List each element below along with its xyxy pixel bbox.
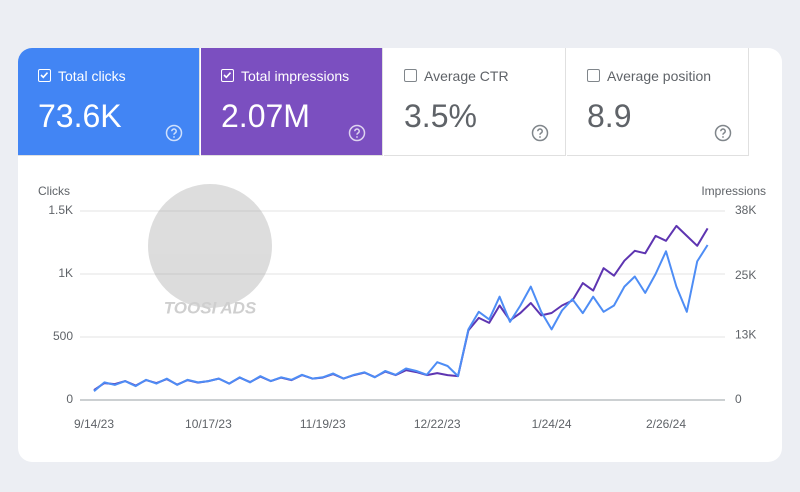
checkbox[interactable] <box>221 69 234 82</box>
watermark-text: TOOSI ADS <box>164 298 257 317</box>
x-tick-label: 2/26/24 <box>646 417 686 431</box>
metric-card[interactable]: Total impressions 2.07M <box>201 48 383 156</box>
x-tick-label: 1/24/24 <box>532 417 572 431</box>
metric-card[interactable]: Average position 8.9 <box>567 48 749 156</box>
card-value: 2.07M <box>221 98 310 134</box>
card-title: Average position <box>607 68 712 84</box>
y2-tick-label: 13K <box>735 328 756 342</box>
checkbox[interactable] <box>38 69 51 82</box>
x-tick-label: 11/19/23 <box>300 417 346 431</box>
metric-card[interactable]: Total clicks 73.6K <box>18 48 200 156</box>
checkbox[interactable] <box>404 69 417 82</box>
y-axis-label: Clicks <box>38 184 70 198</box>
help-icon <box>714 124 732 147</box>
y-tick-label: 500 <box>53 329 73 343</box>
y-tick-label: 0 <box>66 392 73 406</box>
x-tick-label: 12/22/23 <box>414 417 461 431</box>
card-value: 8.9 <box>587 98 632 134</box>
y-tick-label: 1.5K <box>48 203 73 217</box>
help-icon <box>531 124 549 147</box>
help-icon <box>165 124 183 147</box>
card-title: Total impressions <box>241 68 350 84</box>
card-value: 3.5% <box>404 98 477 134</box>
card-value: 73.6K <box>38 98 122 134</box>
y2-tick-label: 25K <box>735 268 756 282</box>
performance-panel: Total clicks 73.6K Total impressions 2.07M A… <box>18 48 782 462</box>
series-line <box>93 244 709 392</box>
y2-tick-label: 0 <box>735 392 742 406</box>
watermark-logo <box>148 184 272 308</box>
x-tick-label: 9/14/23 <box>74 417 114 431</box>
y-tick-label: 1K <box>58 266 73 280</box>
metric-card[interactable]: Average CTR 3.5% <box>384 48 566 156</box>
card-title: Average CTR <box>424 68 509 84</box>
help-icon <box>348 124 366 147</box>
y2-axis-label: Impressions <box>701 184 766 198</box>
x-tick-label: 10/17/23 <box>185 417 232 431</box>
y2-tick-label: 38K <box>735 203 756 217</box>
card-title: Total clicks <box>58 68 126 84</box>
watermark: TOOSI ADS <box>148 184 272 317</box>
checkbox[interactable] <box>587 69 600 82</box>
